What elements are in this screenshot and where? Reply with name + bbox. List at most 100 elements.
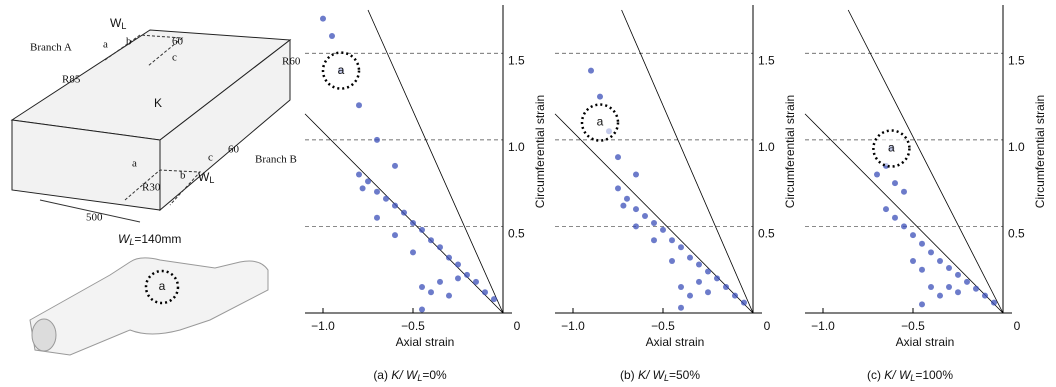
caption: =50%: [669, 368, 700, 382]
point: [687, 293, 693, 299]
point: [588, 68, 594, 74]
x-axis-label: Axial strain: [396, 335, 455, 349]
label: Branch B: [255, 154, 297, 166]
label: Branch A: [30, 42, 72, 54]
point: [982, 293, 988, 299]
point: [446, 293, 452, 299]
x-tick-label: 0: [764, 319, 771, 333]
x-tick-label: −0.5: [401, 319, 425, 333]
point: [955, 272, 961, 278]
point: [374, 215, 380, 221]
caption: (b): [620, 368, 638, 382]
point: [329, 33, 335, 39]
point: [410, 249, 416, 255]
point: [892, 215, 898, 221]
point: [669, 258, 675, 264]
point: [455, 275, 461, 281]
point: [374, 189, 380, 195]
point: [669, 237, 675, 243]
point: [714, 275, 720, 281]
point: [419, 307, 425, 313]
label: R85: [62, 74, 81, 86]
x-tick-label: −0.5: [651, 319, 675, 333]
point: [392, 163, 398, 169]
die-diagram: Branch A Branch B WL WL R85 R60 R30 60 6…: [12, 16, 301, 247]
point: [678, 244, 684, 250]
point: [723, 284, 729, 290]
caption: (c): [867, 368, 884, 382]
point: [732, 293, 738, 299]
y-axis-label: Circumferential strain: [783, 95, 797, 208]
point: [705, 268, 711, 274]
reference-line: [848, 10, 1003, 313]
label: L: [121, 21, 126, 31]
point: [964, 279, 970, 285]
y-tick-label: 1.5: [1008, 53, 1025, 67]
point: [973, 286, 979, 292]
point: [473, 279, 479, 285]
caption: =100%: [915, 368, 953, 382]
point: [642, 213, 648, 219]
part-end: [32, 319, 56, 351]
point: [410, 220, 416, 226]
point: [597, 94, 603, 100]
point: [919, 241, 925, 247]
caption: (c) K/ WL=100%: [867, 368, 953, 383]
point: [428, 289, 434, 295]
label: c: [208, 152, 213, 164]
point: [937, 258, 943, 264]
y-tick-label: 0.5: [508, 227, 525, 241]
point: [633, 171, 639, 177]
point: [651, 220, 657, 226]
label: K: [154, 96, 162, 110]
point: [883, 206, 889, 212]
label: 60: [228, 144, 240, 156]
point: [910, 232, 916, 238]
point: [696, 262, 702, 268]
point: [356, 102, 362, 108]
point: [705, 289, 711, 295]
formed-part: a: [30, 258, 268, 355]
label: c: [172, 52, 177, 64]
annotation: a: [597, 115, 604, 129]
point: [633, 206, 639, 212]
point: [383, 196, 389, 202]
point: [437, 244, 443, 250]
point: [320, 16, 326, 22]
point: [392, 203, 398, 209]
point: [678, 305, 684, 311]
point: [360, 185, 366, 191]
caption: K/ W: [638, 368, 666, 382]
x-tick-label: −1.0: [811, 319, 835, 333]
caption: K/ W: [391, 368, 419, 382]
point: [937, 293, 943, 299]
point: [620, 203, 626, 209]
page: {"diagram":{"branch_a":"Branch A","branc…: [0, 0, 1056, 387]
point: [446, 255, 452, 261]
label: W: [110, 16, 122, 30]
x-axis-label: Axial strain: [646, 335, 705, 349]
point: [991, 300, 997, 306]
point: [615, 185, 621, 191]
y-tick-label: 0.5: [1008, 227, 1025, 241]
point: [392, 232, 398, 238]
label: b: [180, 170, 186, 182]
label: W: [198, 170, 210, 184]
annotation: a: [159, 279, 166, 293]
label: 500: [86, 212, 103, 224]
y-tick-label: 0.5: [758, 227, 775, 241]
point: [901, 223, 907, 229]
label: WL: [198, 170, 214, 185]
label: a: [103, 39, 108, 51]
point: [874, 171, 880, 177]
reference-line: [368, 10, 503, 313]
point: [428, 237, 434, 243]
y-tick-label: 1.0: [758, 140, 775, 154]
label: R30: [142, 182, 161, 194]
point: [955, 289, 961, 295]
point: [910, 258, 916, 264]
point: [624, 196, 630, 202]
annotation: a: [338, 63, 345, 77]
point: [687, 255, 693, 261]
point: [455, 262, 461, 268]
